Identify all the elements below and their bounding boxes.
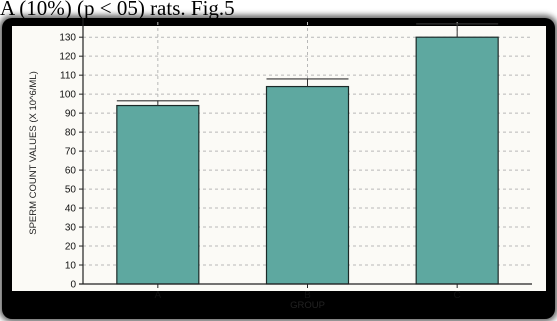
- y-tick-label: 110: [60, 71, 76, 82]
- y-tick-label: 0: [70, 280, 76, 291]
- y-tick-label: 20: [65, 242, 77, 253]
- x-tick-label-b: B: [304, 290, 311, 301]
- y-tick-label: 90: [65, 109, 77, 120]
- y-tick-label: 120: [59, 52, 76, 63]
- y-axis-title: SPERM COUNT VALUES (X 10^6/ML): [28, 71, 39, 235]
- y-tick-label: 30: [65, 223, 77, 234]
- x-tick-label-a: A: [154, 290, 161, 301]
- bar-b: [265, 85, 350, 285]
- y-tick-label: 10: [65, 261, 77, 272]
- y-tick-label: 70: [65, 147, 77, 158]
- y-tick-label: 100: [59, 90, 76, 101]
- y-tick-label: 130: [59, 33, 76, 44]
- y-tick-label: 40: [65, 204, 77, 215]
- x-axis-title: GROUP: [290, 300, 325, 311]
- bars: [116, 23, 499, 285]
- y-tick-label: 80: [65, 128, 77, 139]
- bar-c: [415, 36, 499, 285]
- y-tick-label: 60: [65, 166, 77, 177]
- y-tick-label: 50: [65, 185, 77, 196]
- bar-a: [116, 104, 200, 285]
- x-tick-label-c: C: [454, 290, 461, 301]
- figure-caption: A (10%) (p < 05) rats. Fig.5: [0, 0, 235, 20]
- axes: 0 10 20 30 40 50 60 70 80 90 100 110 120 130 A B C: [59, 18, 532, 301]
